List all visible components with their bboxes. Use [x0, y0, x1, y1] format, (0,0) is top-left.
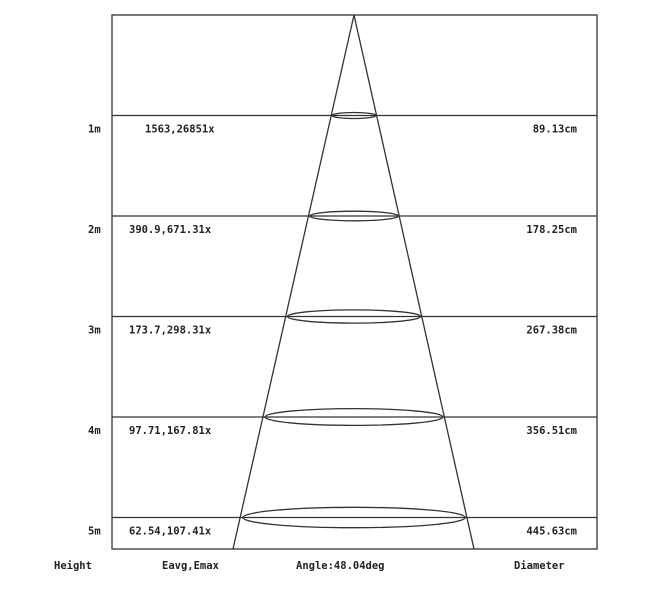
illuminance-value: 390.9,671.31x	[129, 224, 212, 236]
beam-cross-section	[286, 309, 422, 324]
illuminance-value: 173.7,298.31x	[129, 325, 212, 337]
beam-cross-section	[309, 210, 399, 222]
height-label: 4m	[88, 425, 101, 437]
footer-illuminance-label: Eavg,Emax	[162, 560, 220, 572]
beam-cross-section	[242, 506, 466, 529]
beam-cross-section	[331, 111, 377, 120]
height-label: 1m	[88, 124, 101, 136]
height-label: 5m	[88, 526, 101, 538]
illuminance-value: 1563,26851x	[145, 124, 215, 136]
cone-left-edge	[232, 14, 355, 550]
diameter-value: 356.51cm	[526, 425, 577, 437]
height-label: 3m	[88, 325, 101, 337]
illuminance-value: 62.54,107.41x	[129, 526, 212, 538]
footer-diameter-label: Diameter	[514, 560, 565, 572]
diameter-value: 89.13cm	[533, 124, 577, 136]
diameter-value: 445.63cm	[526, 526, 577, 538]
height-label: 2m	[88, 224, 101, 236]
footer-height-label: Height	[54, 560, 92, 572]
cone-right-edge	[353, 14, 475, 550]
diameter-value: 267.38cm	[526, 325, 577, 337]
diameter-value: 178.25cm	[526, 224, 577, 236]
diagram-frame	[111, 14, 598, 550]
illuminance-value: 97.71,167.81x	[129, 425, 212, 437]
beam-cross-section	[264, 407, 444, 427]
footer-angle-label: Angle:48.04deg	[296, 560, 385, 572]
